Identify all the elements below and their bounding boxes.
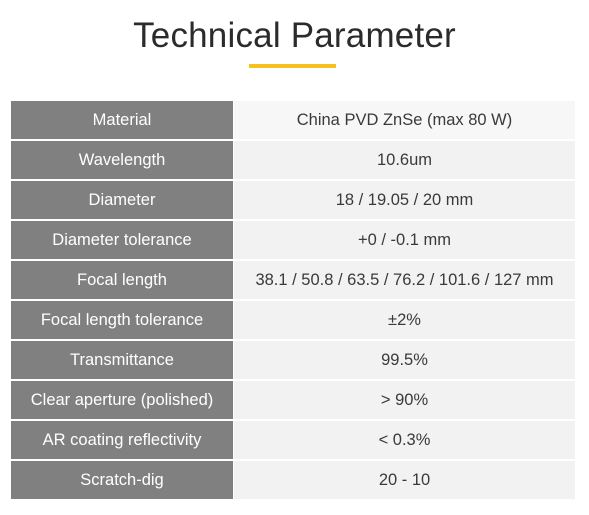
page-title: Technical Parameter	[133, 16, 456, 55]
row-value: 38.1 / 50.8 / 63.5 / 76.2 / 101.6 / 127 …	[233, 259, 576, 301]
row-label: Diameter	[10, 179, 234, 221]
table-row: Wavelength 10.6um	[10, 139, 576, 181]
row-value: 99.5%	[233, 339, 576, 381]
row-label: Focal length tolerance	[10, 299, 234, 341]
row-value: ±2%	[233, 299, 576, 341]
row-label: Diameter tolerance	[10, 219, 234, 261]
table-row: Focal length 38.1 / 50.8 / 63.5 / 76.2 /…	[10, 259, 576, 301]
table-row: Diameter tolerance +0 / -0.1 mm	[10, 219, 576, 261]
table-row: Scratch-dig 20 - 10	[10, 459, 576, 500]
row-value: 18 / 19.05 / 20 mm	[233, 179, 576, 221]
row-label: Clear aperture (polished)	[10, 379, 234, 421]
row-label: Material	[10, 100, 234, 141]
row-label: Scratch-dig	[10, 459, 234, 500]
table-row: Transmittance 99.5%	[10, 339, 576, 381]
row-label: Focal length	[10, 259, 234, 301]
table-row: Clear aperture (polished) > 90%	[10, 379, 576, 421]
row-value: < 0.3%	[233, 419, 576, 461]
row-value: 10.6um	[233, 139, 576, 181]
row-value: China PVD ZnSe (max 80 W)	[233, 100, 576, 141]
row-label: Wavelength	[10, 139, 234, 181]
table-row: Material China PVD ZnSe (max 80 W)	[10, 100, 576, 141]
table-row: Diameter 18 / 19.05 / 20 mm	[10, 179, 576, 221]
parameter-table: Material China PVD ZnSe (max 80 W) Wavel…	[10, 100, 576, 500]
title-underline	[249, 64, 336, 68]
row-label: Transmittance	[10, 339, 234, 381]
table-row: AR coating reflectivity < 0.3%	[10, 419, 576, 461]
row-value: 20 - 10	[233, 459, 576, 500]
parameter-table-container: Material China PVD ZnSe (max 80 W) Wavel…	[10, 100, 576, 500]
table-row: Focal length tolerance ±2%	[10, 299, 576, 341]
row-value: +0 / -0.1 mm	[233, 219, 576, 261]
row-value: > 90%	[233, 379, 576, 421]
row-label: AR coating reflectivity	[10, 419, 234, 461]
